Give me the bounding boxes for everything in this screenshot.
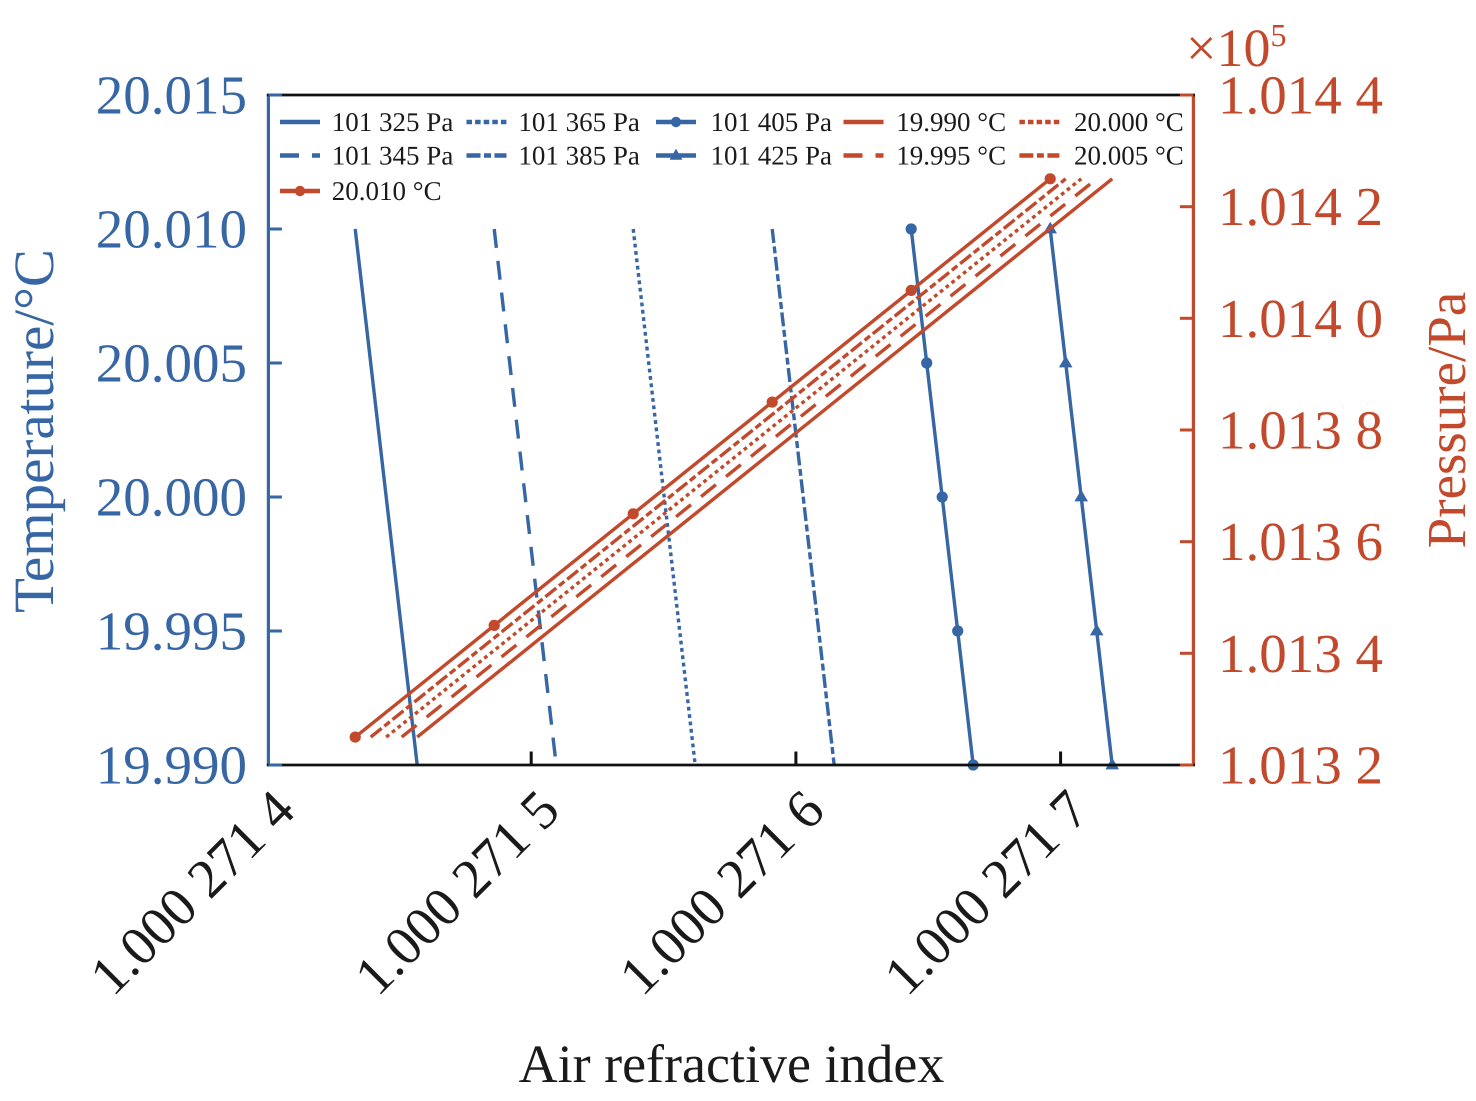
svg-text:1.013 6: 1.013 6 [1218,511,1383,572]
svg-text:101 365 Pa: 101 365 Pa [518,107,640,137]
svg-text:101 345 Pa: 101 345 Pa [332,141,454,171]
svg-text:Temperature/°C: Temperature/°C [3,249,66,613]
svg-text:20.015: 20.015 [96,65,247,126]
svg-text:1.013 4: 1.013 4 [1218,623,1383,684]
svg-text:Pressure/Pa: Pressure/Pa [1416,292,1476,549]
svg-text:1.013 8: 1.013 8 [1218,400,1383,461]
svg-text:20.005 °C: 20.005 °C [1074,141,1184,171]
svg-text:20.010 °C: 20.010 °C [332,176,442,206]
svg-text:101 385 Pa: 101 385 Pa [518,141,640,171]
svg-text:101 425 Pa: 101 425 Pa [711,141,833,171]
svg-text:19.995: 19.995 [96,601,247,662]
svg-text:19.995 °C: 19.995 °C [896,141,1006,171]
svg-text:Air refractive index: Air refractive index [519,1034,945,1094]
svg-text:101 325 Pa: 101 325 Pa [332,107,454,137]
svg-text:19.990 °C: 19.990 °C [896,107,1006,137]
svg-text:101 405 Pa: 101 405 Pa [711,107,833,137]
svg-text:20.005: 20.005 [96,333,247,394]
svg-text:20.000 °C: 20.000 °C [1074,107,1184,137]
svg-text:1.014 0: 1.014 0 [1218,288,1383,349]
svg-text:1.014 2: 1.014 2 [1218,176,1383,237]
svg-text:20.010: 20.010 [96,199,247,260]
svg-text:1.013 2: 1.013 2 [1218,735,1383,796]
svg-text:×105: ×105 [1186,17,1286,78]
svg-text:19.990: 19.990 [96,735,247,796]
svg-text:20.000: 20.000 [96,467,247,528]
svg-text:1.014 4: 1.014 4 [1218,65,1383,126]
